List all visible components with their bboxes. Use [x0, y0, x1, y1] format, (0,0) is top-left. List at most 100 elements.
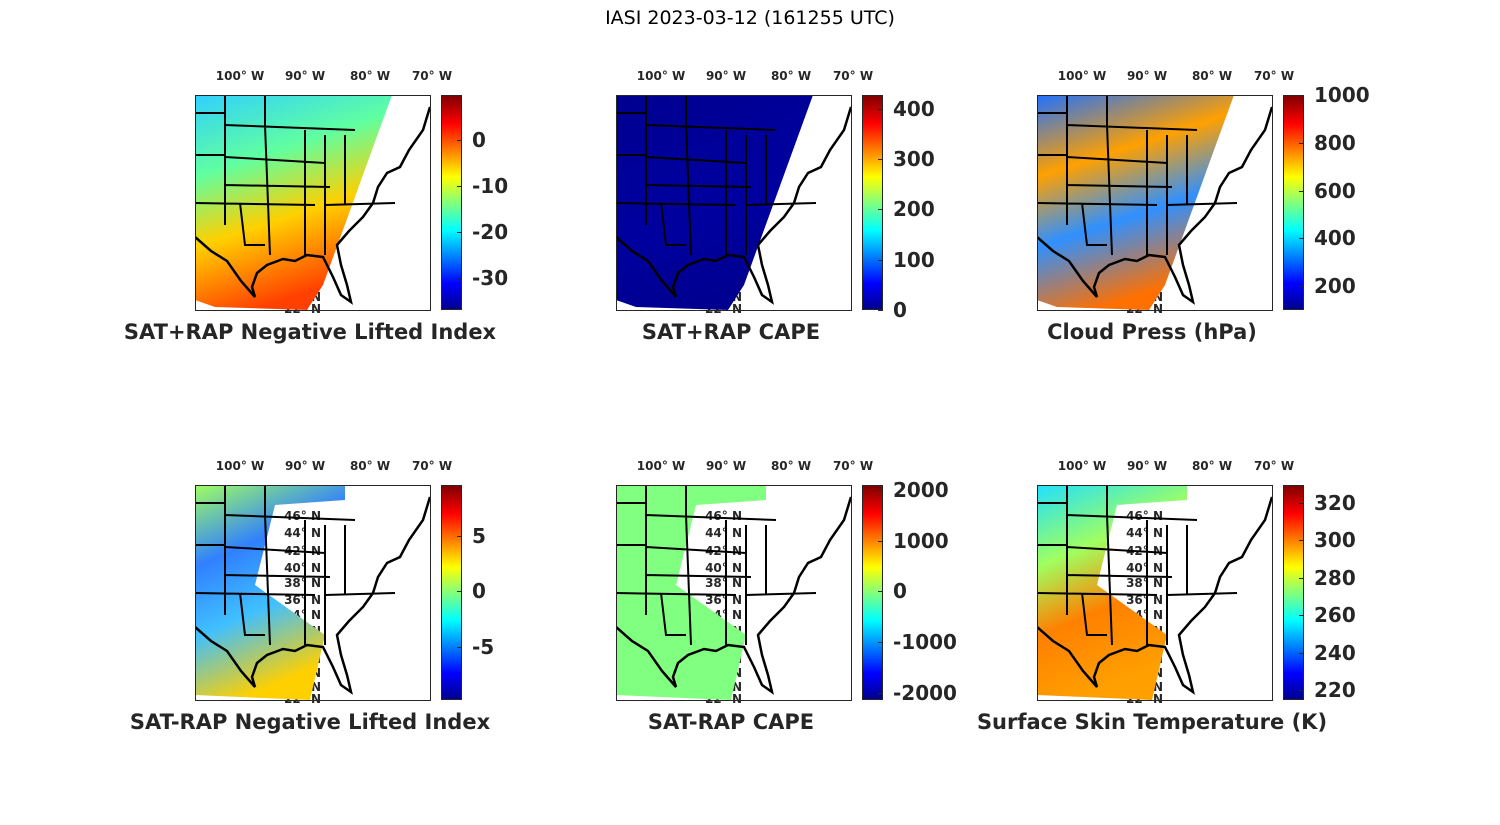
longitude-label: 100° W: [636, 69, 686, 83]
coastline: [1037, 496, 1273, 695]
colorbar-tick-label: 100: [893, 247, 935, 272]
colorbar: [1283, 95, 1304, 310]
colorbar-tick-mark: [1299, 190, 1304, 192]
panel-title: SAT-RAP Negative Lifted Index: [129, 710, 491, 734]
colorbar-tick-label: 800: [1314, 130, 1356, 155]
latitude-label: 40° N: [705, 561, 742, 575]
map-panel: 100° W90° W80° W70° W48° N46° N44° N42° …: [982, 69, 1412, 362]
colorbar-tick-mark: [1299, 238, 1304, 240]
latitude-label: 36° N: [284, 593, 321, 607]
latitude-label: 36° N: [705, 593, 742, 607]
colorbar-tick-label: -20: [472, 219, 509, 244]
colorbar-tick-mark: [1299, 689, 1304, 691]
longitude-label: 70° W: [411, 69, 453, 83]
axes-box: [616, 485, 852, 701]
colorbar-tick-label: -1000: [893, 630, 957, 655]
panel-title: Surface Skin Temperature (K): [976, 710, 1328, 734]
longitude-label: 90° W: [284, 459, 326, 473]
colorbar-tick-mark: [457, 646, 462, 648]
map-axes: [616, 95, 852, 311]
map-panel: 100° W90° W80° W70° W48° N46° N44° N42° …: [124, 69, 570, 362]
colorbar-tick-label: 0: [472, 579, 486, 604]
map-panel: 100° W90° W80° W70° W48° N46° N44° N42° …: [561, 69, 991, 362]
satellite-swath: [1037, 95, 1234, 310]
latitude-label: 38° N: [1126, 576, 1163, 590]
colorbar-tick-label: 0: [893, 298, 907, 322]
colorbar-tick-label: 280: [1314, 565, 1356, 590]
map-axes: [1037, 95, 1273, 311]
map-panel: 100° W90° W80° W70° W48° N46° N44° N42° …: [130, 459, 570, 752]
state-borders: [1037, 95, 1238, 256]
colorbar-tick-label: 400: [893, 96, 935, 121]
longitude-label: 70° W: [832, 459, 874, 473]
colorbar-tick-mark: [878, 259, 883, 261]
colorbar-tick-mark: [878, 108, 883, 110]
colorbar-tick-label: 0: [472, 128, 486, 153]
colorbar-tick-mark: [1299, 286, 1304, 288]
longitude-label: 90° W: [1126, 459, 1168, 473]
longitude-label: 80° W: [770, 459, 812, 473]
map-panel: 100° W90° W80° W70° W48° N46° N44° N42° …: [561, 459, 991, 752]
colorbar-tick-mark: [457, 535, 462, 537]
colorbar-tick-label: -5: [472, 634, 495, 659]
longitude-label: 70° W: [1253, 459, 1295, 473]
axes-box: [1037, 95, 1273, 311]
longitude-label: 90° W: [1126, 69, 1168, 83]
colorbar: [441, 485, 462, 700]
axes-box: [616, 95, 852, 311]
colorbar: [862, 485, 883, 700]
latitude-label: 40° N: [284, 561, 321, 575]
coastline: [616, 496, 852, 695]
longitude-label: 70° W: [1253, 69, 1295, 83]
longitude-label: 100° W: [215, 459, 265, 473]
colorbar-tick-mark: [878, 591, 883, 593]
colorbar-tick-mark: [878, 540, 883, 542]
axes-box: [195, 485, 431, 701]
longitude-label: 90° W: [705, 459, 747, 473]
colorbar-tick-mark: [1299, 95, 1304, 96]
colorbar: [441, 95, 462, 310]
panel-title: Cloud Press (hPa): [1047, 320, 1257, 344]
latitude-label: 44° N: [284, 526, 321, 540]
latitude-label: 38° N: [284, 576, 321, 590]
colorbar-tick-label: 200: [893, 197, 935, 222]
coastline: [195, 496, 431, 695]
figure-title: IASI 2023-03-12 (161255 UTC): [605, 7, 895, 29]
state-borders: [1037, 485, 1238, 646]
colorbar-tick-label: 300: [893, 146, 935, 171]
colorbar-tick-label: 300: [1314, 528, 1356, 553]
longitude-label: 80° W: [1191, 459, 1233, 473]
map-panel: 100° W90° W80° W70° W48° N46° N44° N42° …: [977, 459, 1412, 752]
colorbar-tick-label: 5: [472, 523, 486, 548]
longitude-label: 100° W: [1057, 459, 1107, 473]
coastline: [1037, 106, 1273, 305]
map-axes: [195, 485, 431, 701]
longitude-label: 80° W: [349, 69, 391, 83]
longitude-label: 100° W: [636, 459, 686, 473]
colorbar: [862, 95, 883, 310]
panel-title: SAT+RAP CAPE: [641, 320, 821, 344]
longitude-label: 80° W: [349, 459, 391, 473]
latitude-label: 44° N: [705, 526, 742, 540]
colorbar-tick-label: 260: [1314, 603, 1356, 628]
longitude-label: 100° W: [1057, 69, 1107, 83]
colorbar-tick-mark: [1299, 540, 1304, 542]
latitude-label: 38° N: [705, 576, 742, 590]
colorbar-tick-label: 200: [1314, 274, 1356, 299]
axes-box: [1037, 485, 1273, 701]
colorbar-tick-mark: [878, 642, 883, 644]
map-axes: [616, 485, 852, 701]
colorbar-tick-mark: [878, 310, 883, 311]
colorbar-tick-label: -30: [472, 265, 509, 290]
axes-box: [195, 95, 431, 311]
longitude-label: 90° W: [284, 69, 326, 83]
colorbar-tick-label: 240: [1314, 640, 1356, 665]
latitude-label: 40° N: [1126, 561, 1163, 575]
state-borders: [616, 485, 817, 646]
map-axes: [1037, 485, 1273, 701]
latitude-label: 36° N: [1126, 593, 1163, 607]
colorbar-tick-mark: [457, 185, 462, 187]
colorbar-tick-mark: [1299, 503, 1304, 505]
colorbar-tick-mark: [878, 692, 883, 694]
colorbar-tick-label: 220: [1314, 677, 1356, 702]
